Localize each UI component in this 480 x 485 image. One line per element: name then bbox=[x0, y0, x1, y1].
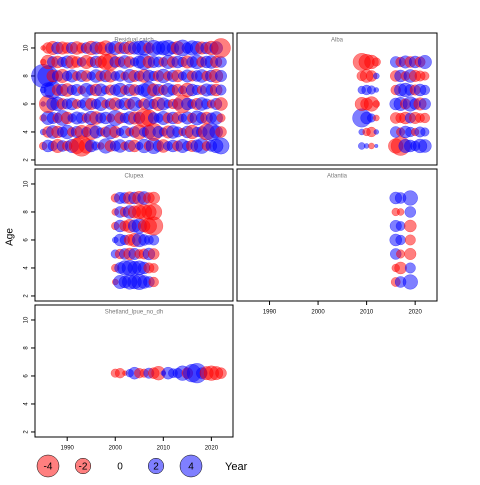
residual-bubble bbox=[145, 203, 163, 221]
y-tick-label: 2 bbox=[24, 294, 30, 298]
panel-frame bbox=[34, 304, 234, 438]
residual-bubble bbox=[418, 139, 432, 153]
y-tick-label: 10 bbox=[24, 44, 30, 51]
panel-title: Atlantia bbox=[327, 174, 348, 180]
panel-title: Shetland_lpue_no_dh bbox=[105, 310, 163, 316]
residual-bubble bbox=[373, 87, 380, 93]
legend-label: -4 bbox=[44, 462, 53, 473]
panel-title: Clupea bbox=[124, 174, 144, 180]
x-tick-label: 2000 bbox=[109, 446, 123, 452]
legend-label: 4 bbox=[188, 462, 194, 473]
panel-title: Residual catch bbox=[114, 38, 153, 44]
residual-bubble bbox=[214, 97, 228, 111]
residual-bubble bbox=[404, 247, 417, 260]
residual-bubble bbox=[148, 234, 160, 246]
y-tick-label: 8 bbox=[24, 74, 30, 78]
y-tick-label: 10 bbox=[24, 180, 30, 187]
residual-bubble bbox=[420, 71, 430, 81]
y-axis-label: Age bbox=[5, 228, 16, 246]
residual-bubble bbox=[404, 219, 417, 233]
residual-bubble bbox=[402, 190, 418, 206]
residual-bubble bbox=[148, 263, 159, 273]
x-tick-label: 1990 bbox=[263, 310, 277, 316]
residual-bubble bbox=[419, 84, 431, 96]
residual-bubble bbox=[404, 206, 417, 218]
residual-bubble bbox=[148, 276, 159, 288]
y-tick-label: 10 bbox=[24, 316, 30, 323]
residual-bubble bbox=[215, 126, 227, 138]
panel-title: Alba bbox=[331, 38, 344, 44]
y-tick-label: 4 bbox=[24, 266, 30, 270]
residual-bubble bbox=[214, 69, 228, 82]
y-tick-label: 2 bbox=[24, 158, 30, 162]
residual-bubble bbox=[373, 72, 380, 80]
legend-label: -2 bbox=[79, 462, 88, 473]
panel-frame bbox=[34, 168, 234, 302]
residual-bubble bbox=[374, 143, 379, 148]
legend-bubble bbox=[74, 457, 92, 475]
residual-bubble bbox=[396, 208, 405, 216]
residual-bubble bbox=[373, 129, 380, 135]
y-tick-label: 6 bbox=[24, 238, 30, 242]
residual-bubble bbox=[404, 234, 416, 246]
residual-bubble bbox=[372, 100, 381, 108]
panel-frame bbox=[236, 168, 438, 302]
y-tick-label: 2 bbox=[24, 430, 30, 434]
residual-bubble bbox=[147, 248, 160, 260]
x-tick-label: 2000 bbox=[311, 310, 325, 316]
y-tick-label: 4 bbox=[24, 402, 30, 406]
residual-bubble bbox=[371, 57, 381, 67]
residual-bubble bbox=[419, 112, 431, 124]
residual-bubble bbox=[373, 114, 380, 122]
y-tick-label: 4 bbox=[24, 130, 30, 134]
residual-bubble bbox=[417, 54, 432, 69]
x-tick-label: 2020 bbox=[205, 446, 219, 452]
legend-label: 0 bbox=[117, 462, 123, 473]
residual-bubble bbox=[215, 84, 227, 96]
x-tick-label: 2020 bbox=[408, 310, 422, 316]
y-tick-label: 6 bbox=[24, 102, 30, 106]
panel-frame bbox=[236, 32, 438, 166]
residual-bubble bbox=[395, 234, 406, 246]
y-tick-label: 6 bbox=[24, 374, 30, 378]
x-axis-label: Year bbox=[225, 461, 248, 473]
residual-bubble bbox=[215, 56, 227, 68]
x-tick-label: 2010 bbox=[360, 310, 374, 316]
residual-bubble bbox=[394, 261, 407, 275]
x-tick-label: 2010 bbox=[157, 446, 171, 452]
legend-bubble bbox=[147, 457, 165, 475]
residual-bubble bbox=[420, 127, 430, 137]
residual-bubble bbox=[396, 249, 406, 259]
residual-bubble bbox=[395, 221, 406, 231]
residual-bubble bbox=[216, 113, 226, 123]
legend-bubble bbox=[36, 454, 60, 478]
residual-bubble bbox=[404, 262, 416, 274]
legend-label: 2 bbox=[153, 462, 159, 473]
y-tick-label: 8 bbox=[24, 346, 30, 350]
panel-frame bbox=[34, 32, 234, 166]
x-tick-label: 1990 bbox=[61, 446, 75, 452]
residual-bubble bbox=[212, 137, 230, 155]
residual-bubble bbox=[418, 97, 431, 110]
residual-bubble bbox=[211, 38, 231, 58]
y-tick-label: 8 bbox=[24, 210, 30, 214]
residual-bubble bbox=[215, 367, 227, 379]
residual-bubble bbox=[147, 191, 160, 205]
residual-bubble bbox=[368, 142, 375, 150]
residual-bubble bbox=[402, 274, 418, 290]
legend-bubble bbox=[179, 454, 203, 478]
